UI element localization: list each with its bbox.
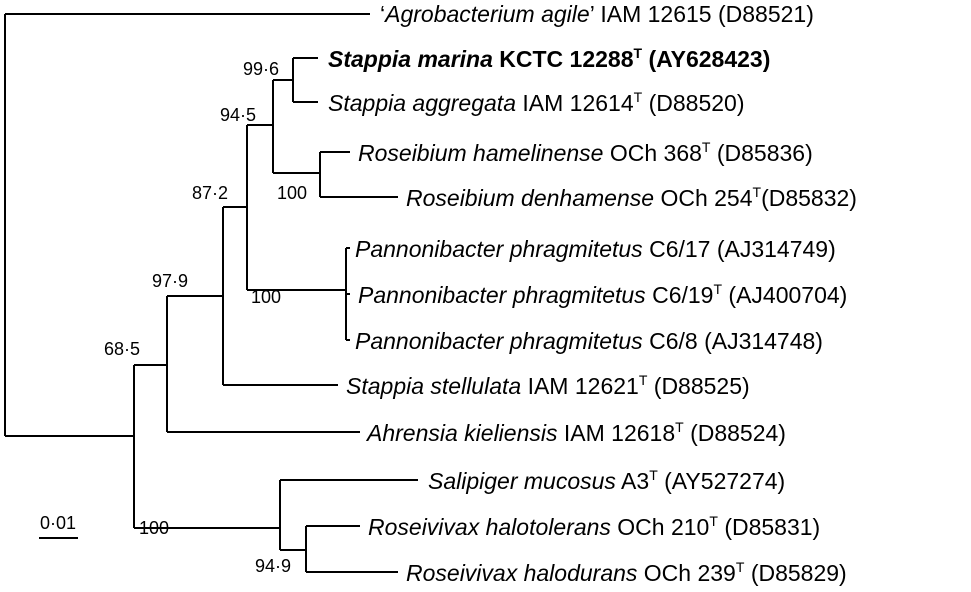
bootstrap-100-salipiger: 100 [139, 518, 169, 538]
taxon-name: Pannonibacter phragmitetus [355, 236, 643, 262]
taxon-strain: ’ IAM 12615 [590, 1, 712, 27]
taxon-name: Agrobacterium agile [383, 1, 590, 27]
taxon-label-pannonibacter-c6-17: Pannonibacter phragmitetus C6/17 (AJ3147… [355, 236, 836, 262]
taxon-strain: IAM 12614 [522, 90, 633, 116]
bootstrap-97-9: 97·9 [152, 271, 188, 291]
taxon-accession: (AJ314749) [717, 236, 836, 262]
type-strain-mark: T [702, 139, 711, 155]
taxon-labels: ‘Agrobacterium agile’ IAM 12615 (D88521)… [328, 1, 857, 586]
taxon-label-agrobacterium-agile: ‘Agrobacterium agile’ IAM 12615 (D88521) [380, 1, 814, 27]
type-strain-mark: T [634, 89, 643, 105]
type-strain-mark: T [753, 184, 762, 200]
taxon-strain: OCh 368 [610, 140, 702, 166]
bootstrap-99-6: 99·6 [243, 59, 279, 79]
taxon-name: Roseibium denhamense [406, 185, 654, 211]
taxon-accession: (D88524) [690, 420, 786, 446]
taxon-accession: (AY527274) [664, 468, 785, 494]
taxon-strain: KCTC 12288 [499, 46, 633, 72]
taxon-accession: (D85832) [761, 185, 857, 211]
taxon-name: Roseivivax halodurans [406, 560, 638, 586]
taxon-label-stappia-aggregata: Stappia aggregata IAM 12614T (D88520) [328, 89, 744, 116]
type-strain-mark: T [634, 45, 643, 61]
taxon-accession: (AY628423) [648, 46, 770, 72]
bootstrap-values: 99·6 94·5 100 87·2 100 97·9 68·5 100 94·… [104, 59, 307, 576]
bootstrap-100-pannonibacter: 100 [251, 287, 281, 307]
taxon-accession: (D85836) [717, 140, 813, 166]
taxon-label-pannonibacter-c6-19: Pannonibacter phragmitetus C6/19T (AJ400… [358, 281, 847, 308]
quote-open: ‘ [380, 1, 385, 27]
taxon-strain: OCh 254 [660, 185, 752, 211]
taxon-label-roseibium-denhamense: Roseibium denhamense OCh 254T(D85832) [406, 184, 857, 211]
taxon-strain: C6/17 [649, 236, 710, 262]
tree-branches [4, 13, 418, 573]
taxon-label-roseivivax-halodurans: Roseivivax halodurans OCh 239T (D85829) [406, 559, 847, 586]
type-strain-mark: T [709, 513, 718, 529]
bootstrap-94-5: 94·5 [220, 105, 256, 125]
bootstrap-68-5: 68·5 [104, 339, 140, 359]
taxon-strain: IAM 12618 [564, 420, 675, 446]
type-strain-mark: T [675, 419, 684, 435]
taxon-accession: (AJ400704) [728, 282, 847, 308]
taxon-label-pannonibacter-c6-8: Pannonibacter phragmitetus C6/8 (AJ31474… [355, 328, 823, 354]
taxon-name: Pannonibacter phragmitetus [355, 328, 643, 354]
type-strain-mark: T [713, 281, 722, 297]
taxon-accession: (D88520) [649, 90, 745, 116]
taxon-strain: OCh 210 [617, 514, 709, 540]
bootstrap-87-2: 87·2 [192, 183, 228, 203]
taxon-accession: (D85829) [751, 560, 847, 586]
taxon-accession: (D88521) [718, 1, 814, 27]
taxon-name: Stappia marina [328, 46, 493, 72]
bootstrap-94-9: 94·9 [255, 556, 291, 576]
taxon-name: Roseibium hamelinense [358, 140, 603, 166]
type-strain-mark: T [649, 467, 658, 483]
taxon-accession: (AJ314748) [704, 328, 823, 354]
taxon-accession: (D88525) [654, 373, 750, 399]
taxon-name: Salipiger mucosus [428, 468, 616, 494]
type-strain-mark: T [639, 372, 648, 388]
taxon-label-stappia-stellulata: Stappia stellulata IAM 12621T (D88525) [346, 372, 750, 399]
taxon-name: Ahrensia kieliensis [365, 420, 558, 446]
taxon-label-salipiger-mucosus: Salipiger mucosus A3T (AY527274) [428, 467, 785, 494]
taxon-name: Stappia aggregata [328, 90, 516, 116]
taxon-strain: C6/19 [652, 282, 713, 308]
type-strain-mark: T [736, 559, 745, 575]
bootstrap-100-roseibium: 100 [277, 183, 307, 203]
scale-bar-label: 0·01 [40, 513, 76, 533]
taxon-accession: (D85831) [724, 514, 820, 540]
taxon-strain: A3 [621, 468, 649, 494]
taxon-strain: OCh 239 [644, 560, 736, 586]
taxon-name: Pannonibacter phragmitetus [358, 282, 646, 308]
taxon-label-roseibium-hamelinense: Roseibium hamelinense OCh 368T (D85836) [358, 139, 813, 166]
taxon-label-stappia-marina: Stappia marina KCTC 12288T (AY628423) [328, 45, 770, 72]
taxon-strain: C6/8 [649, 328, 698, 354]
taxon-strain: IAM 12621 [528, 373, 639, 399]
taxon-name: Stappia stellulata [346, 373, 521, 399]
taxon-label-roseivivax-halotolerans: Roseivivax halotolerans OCh 210T (D85831… [368, 513, 820, 540]
taxon-name: Roseivivax halotolerans [368, 514, 611, 540]
scale-bar: 0·01 [39, 513, 78, 539]
taxon-label-ahrensia-kieliensis: Ahrensia kieliensis IAM 12618T (D88524) [365, 419, 786, 446]
